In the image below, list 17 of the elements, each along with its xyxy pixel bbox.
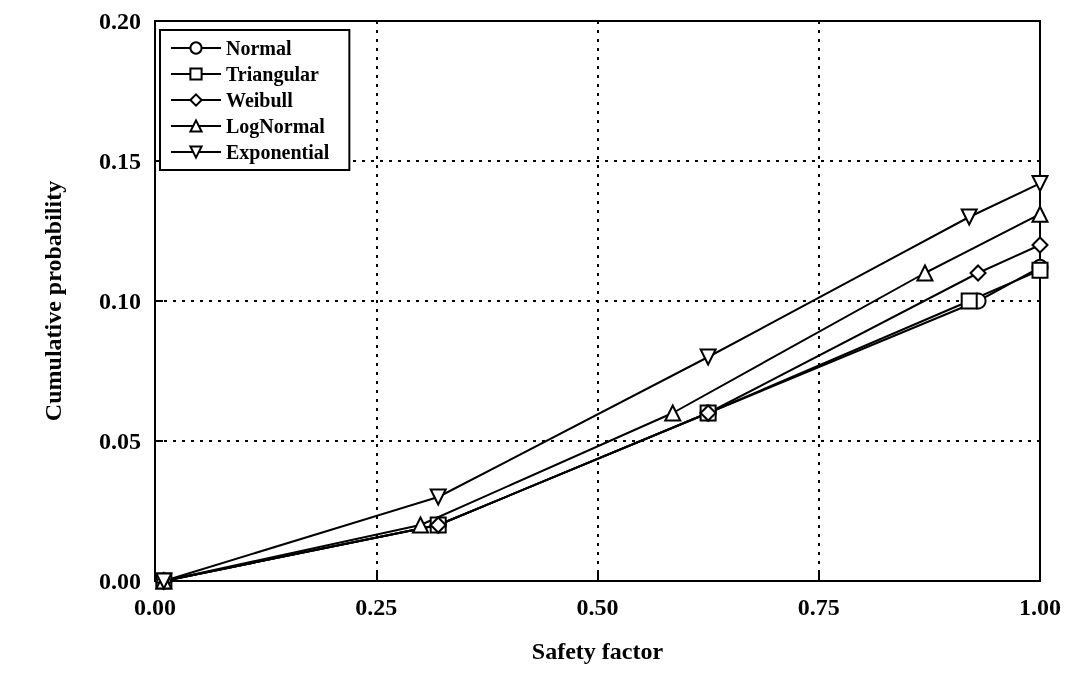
x-tick-label: 0.50 bbox=[576, 594, 619, 620]
x-tick-label: 0.00 bbox=[134, 594, 176, 620]
y-tick-label: 0.00 bbox=[99, 568, 141, 594]
y-tick-label: 0.10 bbox=[99, 288, 141, 314]
y-tick-label: 0.20 bbox=[99, 8, 141, 34]
legend-label: Triangular bbox=[226, 63, 320, 86]
x-tick-label: 0.75 bbox=[797, 594, 840, 620]
y-tick-label: 0.05 bbox=[99, 428, 141, 454]
y-axis-title: Cumulative probability bbox=[40, 180, 66, 422]
x-axis-title: Safety factor bbox=[531, 638, 664, 664]
legend-label: Weibull bbox=[226, 89, 294, 111]
legend-label: Normal bbox=[226, 37, 292, 59]
legend-label: Exponential bbox=[226, 141, 330, 164]
x-tick-label: 1.00 bbox=[1019, 594, 1061, 620]
y-tick-label: 0.15 bbox=[99, 148, 141, 174]
legend-label: LogNormal bbox=[226, 115, 326, 138]
x-tick-label: 0.25 bbox=[355, 594, 398, 620]
